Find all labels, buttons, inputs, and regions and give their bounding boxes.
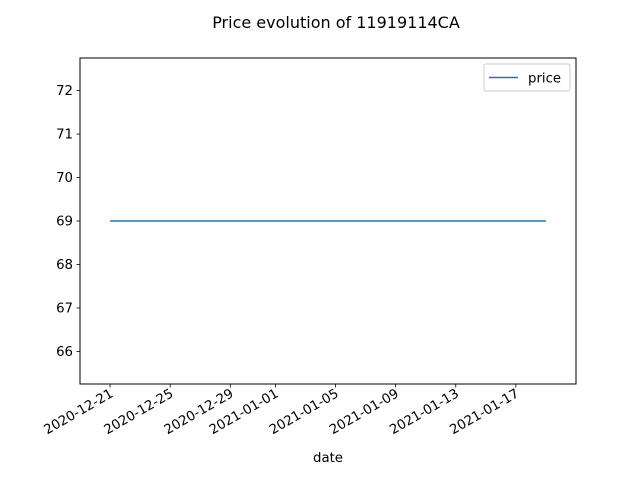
y-tick-label: 70 — [56, 171, 73, 186]
x-axis: 2020-12-212020-12-252020-12-292021-01-01… — [42, 384, 522, 438]
y-tick-label: 66 — [56, 345, 73, 360]
chart-title: Price evolution of 11919114CA — [212, 13, 460, 32]
y-tick-label: 72 — [56, 84, 73, 99]
legend: price — [483, 63, 571, 92]
y-tick-label: 67 — [56, 301, 73, 316]
y-tick-label: 71 — [56, 128, 73, 143]
y-tick-label: 69 — [56, 215, 73, 230]
x-axis-label: date — [313, 451, 343, 466]
y-axis: 66 67 68 69 70 71 72 — [56, 84, 80, 360]
y-tick-label: 68 — [56, 258, 73, 273]
legend-label: price — [528, 72, 561, 87]
legend-box — [483, 63, 571, 92]
